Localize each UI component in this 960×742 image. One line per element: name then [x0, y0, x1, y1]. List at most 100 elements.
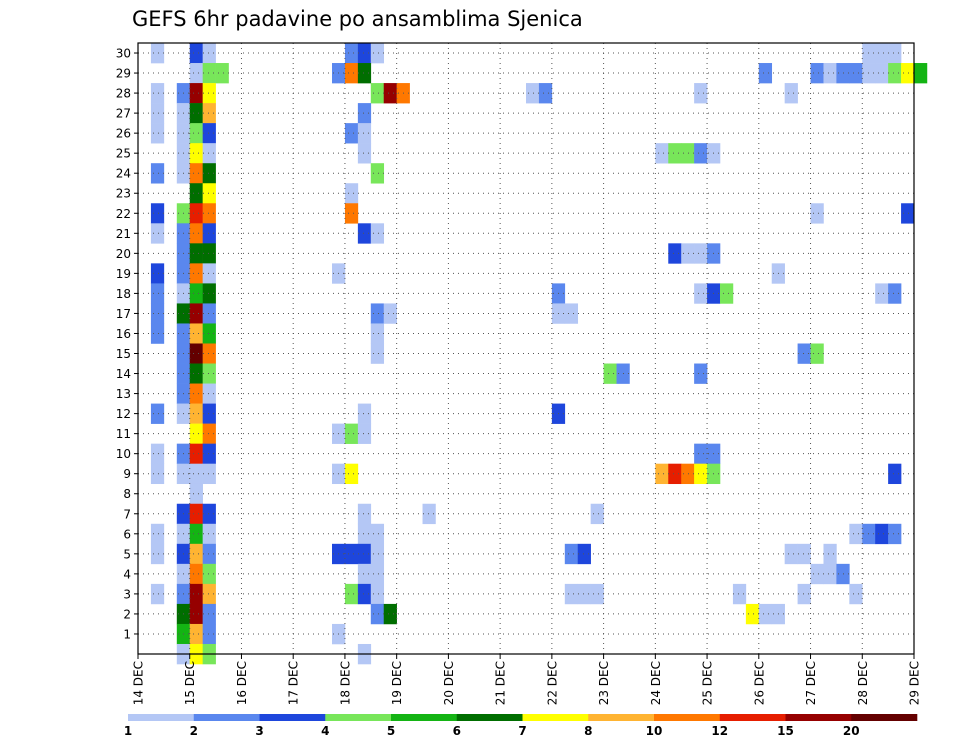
cell — [849, 523, 863, 545]
y-tick-label: 29 — [116, 67, 131, 81]
y-tick-label: 17 — [116, 307, 131, 321]
cell — [694, 283, 708, 304]
cell — [875, 283, 889, 304]
y-tick-label: 12 — [116, 407, 131, 421]
cell — [526, 83, 540, 104]
cell — [150, 403, 165, 424]
cell — [357, 423, 372, 444]
grid-lines — [138, 43, 914, 654]
cell — [694, 463, 708, 485]
cell — [655, 143, 669, 164]
cell — [577, 543, 591, 565]
cell — [888, 523, 902, 545]
cell — [202, 203, 216, 224]
cell — [202, 63, 216, 84]
cell — [784, 543, 798, 565]
cell — [150, 583, 165, 605]
cell — [202, 163, 216, 184]
cell — [383, 83, 397, 104]
y-tick-label: 2 — [123, 607, 131, 621]
y-tick-label: 24 — [116, 167, 131, 181]
cell — [202, 363, 216, 384]
legend-label: 8 — [584, 724, 592, 738]
cell — [694, 243, 708, 264]
cell — [422, 503, 436, 525]
cell — [732, 583, 747, 605]
cell — [189, 523, 203, 545]
cell — [370, 583, 385, 605]
cell — [370, 83, 385, 104]
cell — [202, 463, 216, 485]
cell — [383, 603, 397, 625]
x-tick-label: 19 DEC — [390, 661, 404, 705]
cell — [202, 343, 216, 364]
cell — [344, 543, 359, 565]
legend-swatch — [851, 714, 918, 721]
cell — [538, 83, 553, 104]
cell — [150, 43, 165, 64]
y-tick-label: 22 — [116, 207, 131, 221]
cell — [901, 203, 915, 224]
legend-swatch — [259, 714, 326, 721]
y-tick-label: 10 — [116, 447, 131, 461]
x-tick-label: 21 DEC — [494, 661, 508, 705]
cell — [797, 343, 811, 364]
cell — [888, 43, 902, 64]
legend-label: 6 — [453, 724, 461, 738]
cell — [888, 63, 902, 84]
cell — [150, 463, 165, 485]
legend-swatch — [522, 714, 589, 721]
cell — [370, 323, 385, 344]
legend-label: 2 — [190, 724, 198, 738]
cell — [357, 123, 372, 144]
y-tick-label: 23 — [116, 187, 131, 201]
cell — [694, 143, 708, 164]
cell — [370, 43, 385, 64]
cell — [810, 203, 824, 224]
y-tick-label: 7 — [123, 507, 131, 521]
legend-label: 10 — [646, 724, 663, 738]
cell — [189, 343, 203, 364]
cell — [564, 583, 579, 605]
cell — [202, 543, 216, 565]
cell — [810, 563, 824, 585]
y-tick-label: 5 — [123, 547, 131, 561]
cell — [150, 263, 165, 284]
cell — [202, 43, 216, 64]
y-tick-label: 11 — [116, 427, 131, 441]
cell — [681, 463, 695, 485]
cell — [758, 63, 773, 84]
cell — [823, 543, 837, 565]
x-tick-label: 26 DEC — [752, 661, 766, 705]
y-tick-label: 9 — [123, 467, 131, 481]
cell — [189, 363, 203, 384]
y-tick-label: 18 — [116, 287, 131, 301]
cell — [357, 583, 372, 605]
cell — [758, 603, 773, 625]
cell — [823, 563, 837, 585]
cell — [202, 623, 216, 645]
legend-swatch — [719, 714, 786, 721]
x-tick-label: 17 DEC — [287, 661, 301, 705]
cell — [189, 563, 203, 585]
cell — [344, 43, 359, 64]
cell — [849, 583, 863, 605]
cell — [189, 183, 203, 204]
x-tick-label: 29 DEC — [908, 661, 922, 705]
cell — [150, 223, 165, 244]
cell — [189, 583, 203, 605]
cell — [150, 443, 165, 464]
cell — [810, 63, 824, 84]
legend-swatch — [588, 714, 655, 721]
legend-label: 7 — [518, 724, 526, 738]
cell — [202, 323, 216, 344]
cell — [590, 503, 604, 525]
cell — [202, 83, 216, 104]
cell — [357, 543, 372, 565]
y-tick-label: 14 — [116, 367, 131, 381]
cell — [344, 183, 359, 204]
color-legend: 1 2 3 4 5 6 7 8 10 12 15 20 — [124, 714, 918, 738]
legend-swatch — [654, 714, 721, 721]
cell — [189, 623, 203, 645]
cell — [202, 283, 216, 304]
